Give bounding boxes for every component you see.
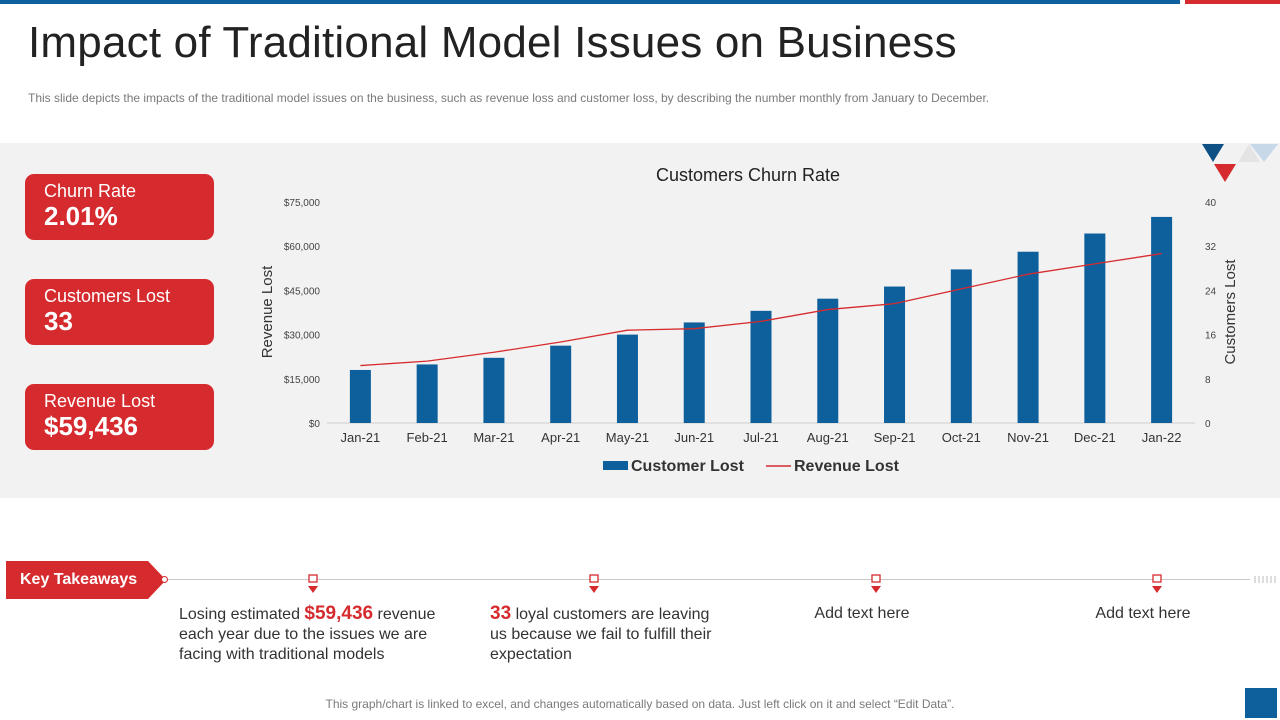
x-tick-label: Jun-21	[674, 430, 714, 445]
x-tick-label: Aug-21	[807, 430, 849, 445]
bar-customer-lost	[817, 298, 839, 423]
page-title: Impact of Traditional Model Issues on Bu…	[28, 18, 957, 67]
bar-customer-lost	[950, 269, 972, 423]
takeaway-2-text: loyal customers are leaving us because w…	[490, 606, 712, 663]
bar-customer-lost	[1017, 251, 1039, 423]
timeline-marker-icon	[308, 574, 318, 593]
x-tick-label: Mar-21	[473, 430, 514, 445]
x-tick-label: Nov-21	[1007, 430, 1049, 445]
bar-customer-lost	[616, 334, 638, 423]
bar-customer-lost	[683, 322, 705, 423]
x-tick-label: Apr-21	[541, 430, 580, 445]
y-tick-label-right: 24	[1205, 286, 1217, 297]
timeline-start-dot	[161, 576, 168, 583]
kpi-value: 33	[44, 306, 73, 336]
legend-swatch-customer-lost	[603, 461, 628, 470]
churn-rate-chart[interactable]: Customers Churn Rate Revenue Lost Customer…	[250, 150, 1250, 490]
legend-label-customer-lost: Customer Lost	[631, 458, 745, 475]
bar-customer-lost	[550, 345, 572, 423]
top-accent-bar-blue	[0, 0, 1180, 4]
top-accent-bar-red	[1185, 0, 1280, 4]
takeaway-1: Losing estimated $59,436 revenue each ye…	[179, 604, 454, 665]
x-tick-label: Dec-21	[1074, 430, 1116, 445]
timeline-end-ticks	[1254, 576, 1276, 583]
line-revenue-lost	[360, 252, 1162, 367]
x-tick-label: Jul-21	[743, 430, 778, 445]
takeaway-4: Add text here	[1095, 605, 1191, 622]
y-tick-label-left: $30,000	[284, 331, 321, 342]
kpi-value: $59,436	[44, 411, 138, 441]
corner-accent-box	[1245, 688, 1277, 718]
y-tick-label-left: $0	[309, 419, 321, 430]
kpi-label: Churn Rate	[44, 181, 137, 201]
bar-customer-lost	[416, 364, 438, 423]
bar-customer-lost	[750, 310, 772, 423]
kpi-label: Revenue Lost	[44, 391, 156, 411]
bar-customer-lost	[884, 286, 906, 423]
x-tick-label: Jan-21	[341, 430, 381, 445]
timeline-marker-icon	[1152, 574, 1162, 593]
deco-triangle-red	[1214, 164, 1236, 182]
kpi-label: Customers Lost	[44, 286, 171, 306]
takeaway-2: 33 loyal customers are leaving us becaus…	[490, 604, 715, 665]
chart-title: Customers Churn Rate	[656, 165, 840, 185]
y-tick-label-left: $45,000	[284, 286, 321, 297]
y-axis-label-right: Customers Lost	[1222, 259, 1239, 365]
kpi-card-customers-lost: Customers Lost 33	[25, 279, 214, 345]
kpi-value: 2.01%	[44, 201, 118, 231]
key-takeaways-tag	[6, 561, 166, 599]
y-tick-label-right: 32	[1205, 242, 1217, 253]
kpi-card-churn-rate: Churn Rate 2.01%	[25, 174, 214, 240]
timeline-marker-icon	[871, 574, 881, 593]
x-tick-label: Oct-21	[942, 430, 981, 445]
deco-triangle-light	[1238, 144, 1260, 162]
takeaway-2-highlight: 33	[490, 603, 512, 624]
x-tick-label: May-21	[606, 430, 649, 445]
y-tick-label-right: 40	[1205, 198, 1217, 209]
key-takeaways-label: Key Takeaways	[20, 571, 138, 588]
deco-triangle-pale-blue	[1250, 144, 1278, 162]
bar-customer-lost	[1151, 216, 1173, 423]
takeaways-timeline	[165, 579, 1250, 580]
bar-customer-lost	[483, 357, 505, 423]
footer-note: This graph/chart is linked to excel, and…	[325, 697, 955, 711]
y-tick-label-right: 16	[1205, 331, 1217, 342]
y-tick-label-left: $75,000	[284, 198, 321, 209]
page-subtitle: This slide depicts the impacts of the tr…	[28, 91, 990, 105]
decorative-triangles	[1202, 144, 1278, 182]
y-tick-label-right: 8	[1205, 375, 1211, 386]
legend-label-revenue-lost: Revenue Lost	[794, 458, 900, 475]
bar-customer-lost	[1084, 233, 1106, 423]
takeaway-3: Add text here	[814, 605, 910, 622]
y-axis-label-left: Revenue Lost	[259, 265, 276, 358]
x-tick-label: Feb-21	[407, 430, 448, 445]
deco-triangle-blue	[1202, 144, 1224, 162]
y-tick-label-left: $60,000	[284, 242, 321, 253]
kpi-card-revenue-lost: Revenue Lost $59,436	[25, 384, 214, 450]
takeaway-1-text: revenue each year due to the issues we a…	[179, 606, 436, 663]
y-tick-label-left: $15,000	[284, 375, 321, 386]
takeaway-1-prefix: Losing estimated	[179, 606, 305, 623]
x-tick-label: Sep-21	[874, 430, 916, 445]
timeline-marker-icon	[589, 574, 599, 593]
takeaway-1-highlight: $59,436	[304, 603, 374, 624]
x-tick-label: Jan-22	[1142, 430, 1182, 445]
y-tick-label-right: 0	[1205, 419, 1211, 430]
bar-customer-lost	[349, 369, 371, 423]
